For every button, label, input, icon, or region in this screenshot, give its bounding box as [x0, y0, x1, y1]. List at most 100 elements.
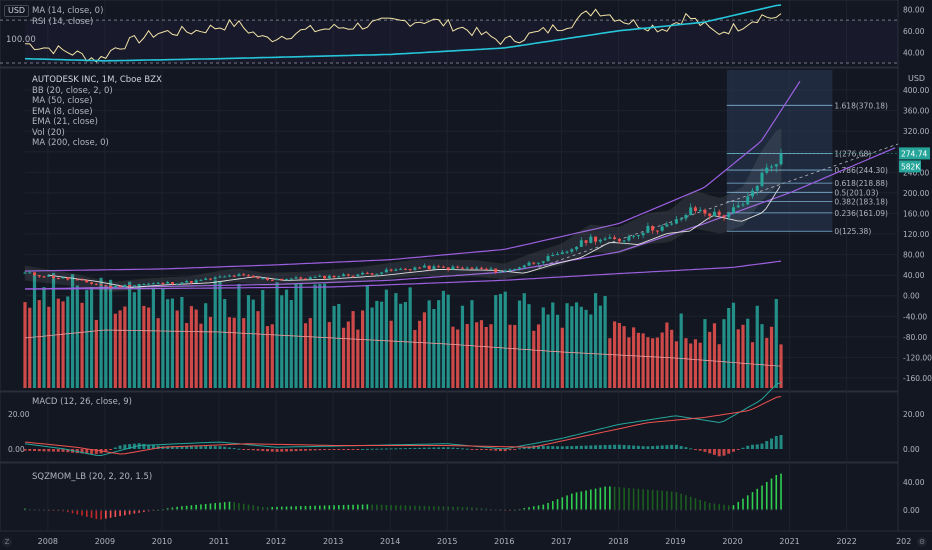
sqz-bar — [661, 490, 663, 510]
candle-body — [584, 240, 588, 243]
time-axis-label: 2014 — [380, 537, 400, 546]
legend-vol[interactable]: Vol (20) — [32, 127, 65, 138]
rsi-legend-ma[interactable]: MA (14, close, 0) — [32, 6, 104, 16]
macd-histogram-bar — [47, 449, 51, 452]
volume-bar — [175, 310, 179, 388]
fib-level-label: 0.786(244.30) — [834, 166, 888, 175]
macd-legend-label[interactable]: MACD (12, 26, close, 9) — [32, 397, 132, 407]
main-legend: AUTODESK INC, 1M, Cboe BZX BB (20, close… — [32, 75, 162, 149]
rsi-legend-rsi[interactable]: RSI (14, close) — [32, 16, 94, 27]
macd-histogram-bar — [484, 449, 488, 451]
time-axis-label: 2009 — [95, 537, 115, 546]
macd-histogram-bar — [579, 445, 583, 449]
candle-body — [223, 276, 227, 278]
sqz-bar — [618, 487, 621, 510]
candle-body — [351, 275, 355, 277]
sqz-bar — [571, 493, 573, 510]
zoom-button[interactable]: Z — [2, 537, 12, 547]
macd-histogram-bar — [446, 447, 450, 449]
macd-histogram-bar — [717, 449, 721, 457]
volume-bar — [365, 284, 369, 388]
legend-ma200[interactable]: MA (200, close, 0) — [32, 138, 109, 148]
macd-histogram-bar — [408, 448, 412, 450]
volume-bar — [498, 293, 503, 388]
volume-bar — [593, 293, 598, 388]
settings-icon[interactable]: ⚙ — [917, 537, 927, 547]
sqz-bar — [143, 510, 145, 513]
sqz-dot — [604, 509, 606, 511]
candle-body — [189, 281, 193, 283]
macd-histogram-bar — [708, 449, 712, 454]
sqz-dot — [38, 509, 41, 511]
legend-ema8[interactable]: EMA (8, close) — [32, 106, 93, 117]
symbol-title[interactable]: AUTODESK INC, 1M, Cboe BZX — [32, 75, 162, 85]
macd-histogram-bar — [123, 444, 127, 449]
legend-ema21[interactable]: EMA (21, close) — [32, 117, 98, 127]
legend-bb[interactable]: BB (20, close, 2, 0) — [32, 85, 113, 96]
sqz-bar — [708, 503, 711, 510]
sqz-bar — [66, 510, 69, 513]
macd-histogram-bar — [28, 449, 32, 451]
volume-bar — [89, 287, 94, 388]
macd-histogram-bar — [318, 449, 322, 451]
sqz-dot — [200, 509, 202, 511]
candle-body — [693, 207, 697, 211]
sqz-dot — [713, 509, 716, 511]
sqz-dot — [618, 509, 621, 511]
sqz-dot — [356, 509, 359, 511]
sqz-dot — [242, 509, 245, 511]
sqz-legend-label[interactable]: SQZMOM_LB (20, 2, 20, 1.5) — [32, 472, 153, 482]
legend-ma50[interactable]: MA (50, close) — [32, 96, 93, 106]
sqz-dot — [352, 509, 354, 511]
sqz-dot — [81, 509, 83, 511]
macd-histogram-bar — [308, 449, 312, 451]
volume-bar — [603, 295, 607, 388]
sqz-bar — [176, 506, 178, 510]
macd-histogram-bar — [641, 446, 645, 449]
candle-body — [708, 213, 712, 216]
macd-histogram-bar — [475, 449, 479, 450]
sqz-dot — [190, 509, 193, 511]
currency-tag[interactable]: USD — [4, 5, 30, 17]
sqz-bar — [542, 504, 545, 510]
sqz-dot — [100, 509, 102, 511]
sqz-dot — [594, 509, 597, 511]
volume-bar — [418, 320, 422, 388]
price-axis-tick: -120.00 — [903, 353, 932, 362]
sqz-axis-tick: 40.00 — [903, 478, 925, 487]
volume-bar — [446, 294, 450, 388]
sqz-dot — [452, 509, 454, 511]
volume-bar — [265, 326, 270, 388]
candle-body — [175, 283, 179, 285]
sqz-dot — [642, 509, 645, 511]
sqz-dot — [442, 509, 445, 511]
candle-body — [627, 236, 631, 241]
macd-histogram-bar — [665, 445, 669, 449]
candle-body — [313, 276, 317, 278]
volume-bar — [70, 274, 75, 388]
candle-body — [280, 278, 284, 280]
volume-bar — [232, 317, 236, 388]
macd-histogram-bar — [518, 448, 522, 450]
sqz-bar — [138, 510, 140, 513]
candle-body — [579, 240, 583, 247]
volume-bar — [479, 320, 484, 388]
sqz-bar — [376, 504, 378, 510]
macd-histogram-bar — [42, 449, 46, 452]
macd-histogram-bar — [460, 448, 464, 450]
candle-body — [275, 278, 279, 280]
macd-histogram-bar — [113, 447, 117, 449]
sqz-dot — [723, 509, 725, 511]
macd-histogram-bar — [632, 445, 636, 449]
candle-body — [52, 275, 56, 279]
sqz-dot — [337, 509, 340, 511]
sqz-bar — [333, 505, 335, 510]
sqz-bar — [780, 473, 782, 510]
macd-histogram-bar — [489, 449, 493, 451]
macd-histogram-bar — [294, 449, 298, 452]
sqz-dot — [589, 509, 592, 511]
sqz-bar — [257, 506, 259, 510]
volume-bar — [484, 326, 488, 388]
sqz-bar — [238, 503, 240, 510]
